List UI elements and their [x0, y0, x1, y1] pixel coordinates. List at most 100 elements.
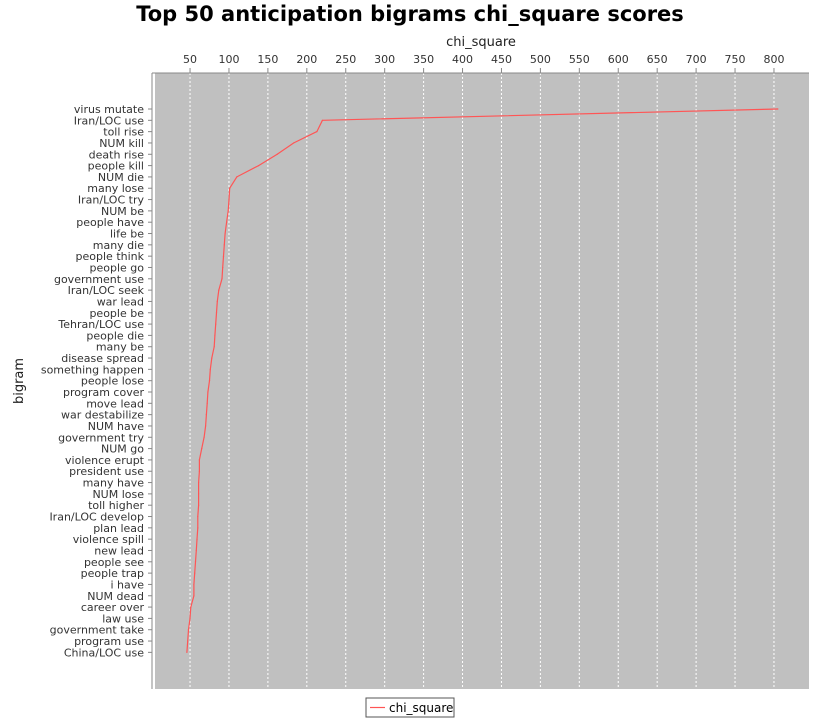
y-tick-label: new lead: [94, 544, 144, 557]
data-point: [276, 153, 278, 155]
y-tick-label: China/LOC use: [64, 646, 144, 659]
data-point: [193, 595, 195, 597]
x-tick-label: 600: [608, 53, 629, 66]
data-point: [226, 221, 228, 223]
y-tick-label: many have: [83, 477, 145, 490]
x-tick-label: 100: [218, 53, 239, 66]
data-point: [221, 278, 223, 280]
legend-label: chi_square: [389, 701, 453, 715]
x-tick-label: 250: [335, 53, 356, 66]
y-tick-label: NUM go: [101, 443, 144, 456]
data-point: [198, 493, 200, 495]
y-tick-label: plan lead: [93, 522, 144, 535]
data-point: [206, 402, 208, 404]
data-point: [205, 414, 207, 416]
data-point: [224, 232, 226, 235]
y-tick-label: toll higher: [88, 499, 144, 512]
data-point: [222, 255, 225, 257]
y-tick-label: president use: [69, 465, 144, 478]
y-tick-label: government try: [58, 431, 144, 444]
x-tick-labels: 50 100 150 200 250 300 350 400 450 500 550 600 650 70…: [183, 53, 784, 73]
y-tick-label: war destabilize: [61, 409, 144, 422]
y-tick-label: NUM lose: [92, 488, 144, 501]
x-tick-label: 150: [257, 53, 278, 66]
y-tick-label: move lead: [86, 397, 144, 410]
data-point: [194, 572, 196, 574]
grid-lines: [189, 73, 775, 689]
data-point: [198, 459, 200, 461]
data-point: [190, 606, 192, 608]
y-tick-label: program cover: [63, 386, 145, 399]
data-point: [203, 436, 205, 438]
y-tick-label: disease spread: [61, 352, 144, 365]
data-point: [211, 357, 213, 359]
data-point: [214, 334, 216, 336]
data-point: [292, 142, 295, 144]
data-point: [197, 527, 199, 529]
data-point: [193, 583, 195, 586]
data-point: [257, 165, 260, 167]
x-tick-label: 550: [569, 53, 590, 66]
y-tick-label: people lose: [81, 375, 144, 388]
y-tick-label: virus mutate: [74, 103, 144, 116]
data-point: [186, 651, 188, 653]
x-tick-label: 500: [530, 53, 551, 66]
data-point: [207, 391, 209, 393]
y-tick-label: people have: [76, 216, 144, 229]
y-tick-label: Iran/LOC develop: [49, 511, 144, 524]
chart-title: Top 50 anticipation bigrams chi_square s…: [136, 2, 684, 26]
data-point: [209, 368, 211, 370]
y-tick-label: people go: [90, 261, 145, 274]
data-point: [236, 176, 238, 178]
x-axis-label: chi_square: [446, 35, 516, 50]
data-point: [196, 538, 198, 540]
y-tick-label: toll rise: [103, 126, 144, 139]
data-point: [187, 629, 190, 631]
y-tick-label: death rise: [89, 148, 145, 161]
y-tick-label: Iran/LOC use: [74, 114, 144, 127]
x-tick-label: 300: [374, 53, 395, 66]
data-point: [194, 561, 197, 563]
y-tick-label: government take: [50, 624, 145, 637]
y-tick-label: many be: [96, 341, 144, 354]
y-tick-label: NUM kill: [99, 137, 144, 150]
data-point: [198, 504, 200, 506]
y-tick-label: program use: [74, 635, 144, 648]
data-point: [198, 481, 200, 484]
y-tick-label: many lose: [87, 182, 144, 195]
y-tick-label: people be: [89, 307, 144, 320]
data-point: [223, 244, 225, 246]
x-tick-label: 400: [452, 53, 473, 66]
y-tick-label: government use: [54, 273, 144, 286]
y-tick-label: people kill: [88, 160, 144, 173]
y-tick-label: many die: [93, 239, 144, 252]
data-point: [201, 448, 203, 450]
data-point: [198, 470, 200, 472]
data-point: [227, 210, 229, 212]
data-point: [222, 266, 224, 269]
y-tick-label: Tehran/LOC use: [57, 318, 144, 331]
y-tick-label: NUM dead: [87, 590, 144, 603]
data-point: [208, 380, 211, 382]
data-point: [215, 312, 218, 314]
y-tick-label: people die: [86, 329, 144, 342]
data-point: [316, 131, 318, 133]
data-point: [215, 323, 217, 325]
y-axis-label: bigram: [12, 358, 27, 404]
data-point: [213, 346, 215, 348]
y-tick-label: people think: [76, 250, 145, 263]
legend-box: [365, 697, 455, 718]
data-point: [195, 549, 197, 552]
y-tick-label: war lead: [97, 295, 144, 308]
data-point: [229, 187, 231, 189]
data-point: [216, 300, 218, 303]
y-tick-label: life be: [110, 228, 144, 241]
y-tick-label: career over: [81, 601, 145, 614]
x-tick-label: 350: [413, 53, 434, 66]
y-tick-label: law use: [102, 612, 144, 625]
plot-area: [155, 73, 809, 689]
y-tick-label: people trap: [81, 567, 144, 580]
data-point: [189, 617, 191, 620]
